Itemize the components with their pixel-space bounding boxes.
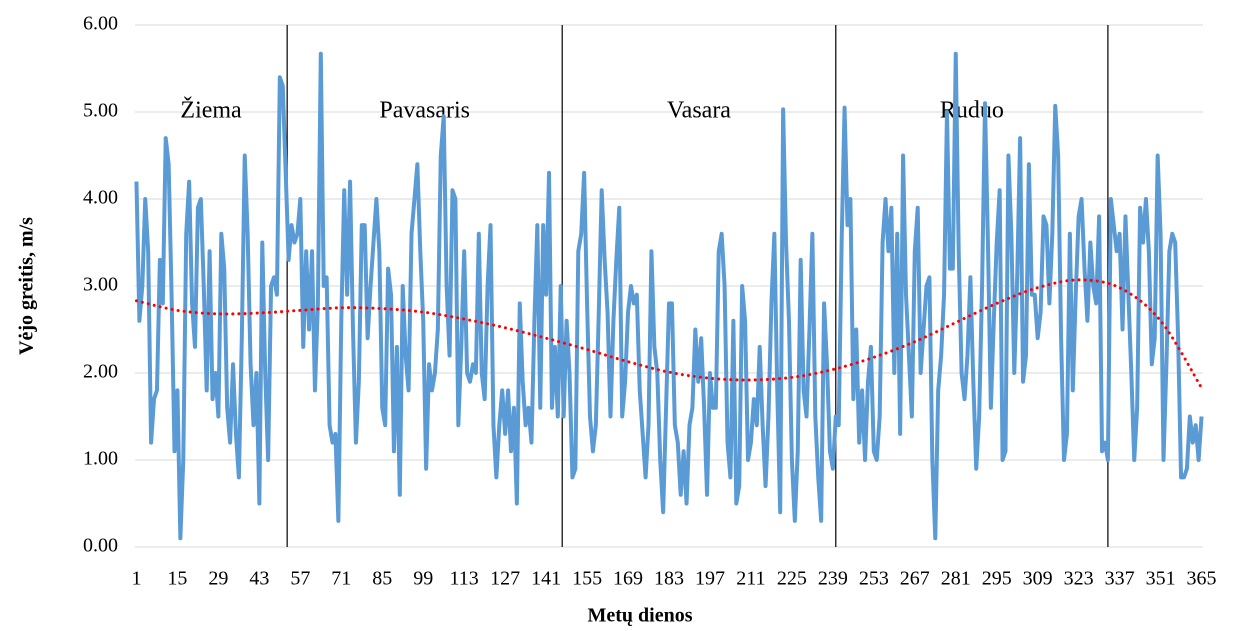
y-axis-title: Vėjo greitis, m/s: [16, 217, 38, 355]
y-tick-label: 2.00: [83, 361, 118, 383]
x-tick-label: 141: [531, 568, 561, 590]
x-tick-label: 253: [859, 568, 889, 590]
season-label: Ruduo: [940, 98, 1004, 124]
y-tick-label: 3.00: [83, 274, 118, 296]
season-label: Pavasaris: [379, 98, 470, 124]
x-tick-label: 309: [1023, 568, 1053, 590]
x-tick-label: 225: [777, 568, 807, 590]
x-tick-label: 211: [736, 568, 765, 590]
x-tick-label: 71: [331, 568, 351, 590]
x-tick-label: 1: [131, 568, 141, 590]
x-tick-label: 351: [1146, 568, 1176, 590]
season-label: Vasara: [667, 98, 731, 124]
x-tick-label: 99: [413, 568, 433, 590]
x-tick-label: 85: [372, 568, 392, 590]
season-label: Žiema: [180, 98, 242, 124]
y-tick-label: 5.00: [83, 100, 118, 122]
trend-line: [134, 278, 1204, 390]
x-tick-label: 15: [167, 568, 187, 590]
x-tick-label: 29: [208, 568, 228, 590]
x-tick-label: 127: [490, 568, 520, 590]
x-tick-label: 365: [1187, 568, 1217, 590]
y-tick-label: 6.00: [83, 13, 118, 35]
data-line: [134, 51, 1204, 541]
y-tick-label: 1.00: [83, 448, 118, 470]
x-tick-label: 197: [695, 568, 725, 590]
x-tick-label: 239: [818, 568, 848, 590]
x-tick-label: 155: [572, 568, 602, 590]
x-tick-label: 267: [900, 568, 930, 590]
x-tick-label: 57: [290, 568, 310, 590]
x-tick-label: 337: [1105, 568, 1135, 590]
x-tick-label: 323: [1064, 568, 1094, 590]
x-tick-label: 169: [613, 568, 643, 590]
x-tick-label: 43: [249, 568, 269, 590]
y-tick-label: 4.00: [83, 187, 118, 209]
x-tick-label: 113: [450, 568, 479, 590]
x-axis-title: Metų dienos: [588, 605, 693, 627]
x-tick-label: 295: [982, 568, 1012, 590]
x-tick-label: 281: [941, 568, 971, 590]
y-tick-label: 0.00: [83, 535, 118, 557]
x-tick-label: 183: [654, 568, 684, 590]
